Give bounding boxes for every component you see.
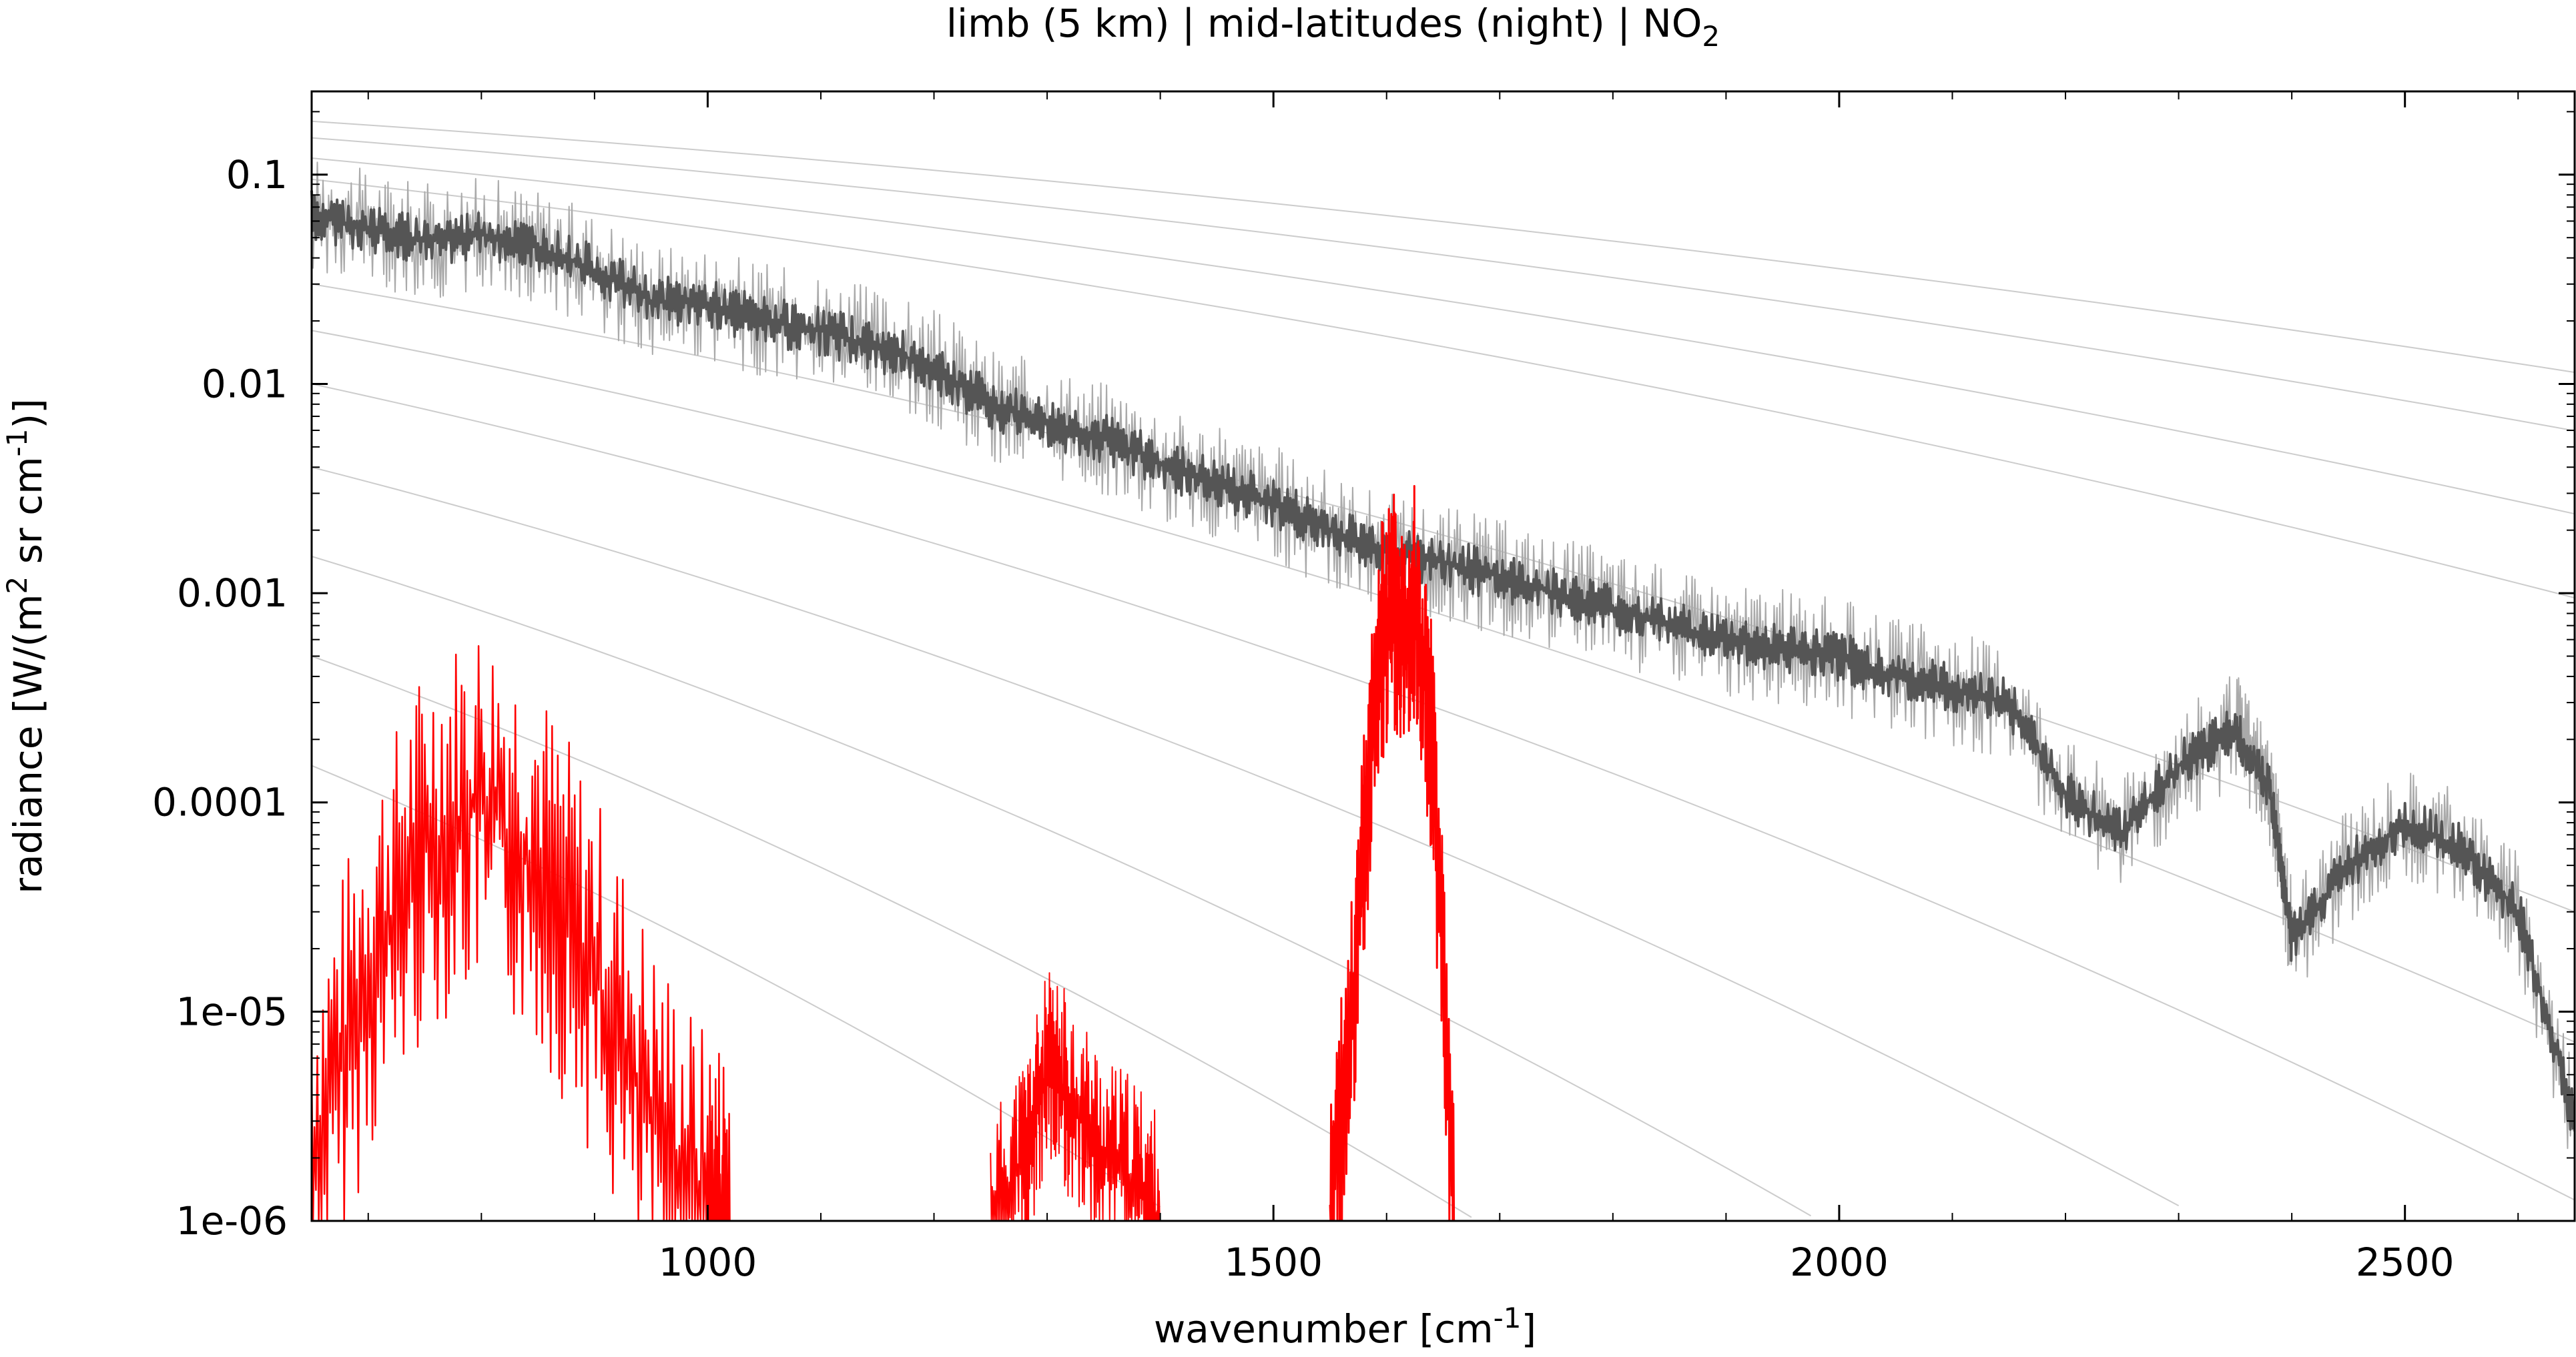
reference-curve — [311, 655, 1472, 1218]
x-axis-label-sup: -1 — [1494, 1302, 1522, 1334]
y-tick-label: 0.01 — [202, 361, 288, 406]
y-axis-ticks: 1e-06 1e-05 0.0001 0.001 0.01 0.1 — [152, 111, 2575, 1244]
reference-curve — [311, 330, 2575, 1043]
chart-title-subscript: 2 — [1702, 20, 1720, 53]
reference-curve — [311, 383, 2575, 1201]
series-layer — [310, 161, 2575, 1222]
no2-band-line — [1329, 485, 1456, 1222]
chart-title: limb (5 km) | mid-latitudes (night) | NO… — [946, 1, 1720, 53]
reference-curve — [311, 555, 1811, 1217]
x-tick-label: 1500 — [1224, 1240, 1323, 1285]
y-axis-label-end: )] — [5, 398, 51, 428]
reference-curve — [311, 137, 2575, 432]
y-axis-label-sup1: 2 — [1, 576, 33, 594]
x-axis-label-end: ] — [1522, 1306, 1537, 1352]
reference-curve — [311, 157, 2575, 515]
y-tick-label: 0.001 — [177, 570, 288, 616]
x-axis-ticks: 1000 1500 2000 2500 — [367, 91, 2519, 1285]
y-axis-label-sup2: -1 — [1, 429, 33, 457]
x-axis-label: wavenumber [cm-1] — [1154, 1302, 1536, 1352]
y-tick-label: 0.0001 — [152, 780, 288, 825]
y-axis-label-text: radiance [W/(m — [5, 594, 51, 893]
y-tick-label: 1e-06 — [176, 1198, 288, 1244]
chart-title-text: limb (5 km) | mid-latitudes (night) | NO — [946, 1, 1702, 46]
x-tick-label: 2500 — [2356, 1240, 2455, 1285]
reference-curve — [311, 120, 2575, 374]
x-axis-label-text: wavenumber [cm — [1154, 1306, 1494, 1352]
no2-band-line — [310, 644, 731, 1222]
y-tick-label: 1e-05 — [176, 989, 288, 1034]
reference-curve — [311, 466, 2180, 1207]
x-tick-label: 2000 — [1790, 1240, 1889, 1285]
no2-band-line — [990, 972, 1161, 1222]
total-radiance-line — [310, 190, 2575, 1131]
y-axis-label-mid: sr cm — [5, 456, 51, 576]
x-tick-label: 1000 — [659, 1240, 757, 1285]
y-tick-label: 0.1 — [226, 152, 288, 197]
y-axis-label: radiance [W/(m2 sr cm-1)] — [1, 398, 51, 894]
reference-curve — [311, 178, 2575, 599]
